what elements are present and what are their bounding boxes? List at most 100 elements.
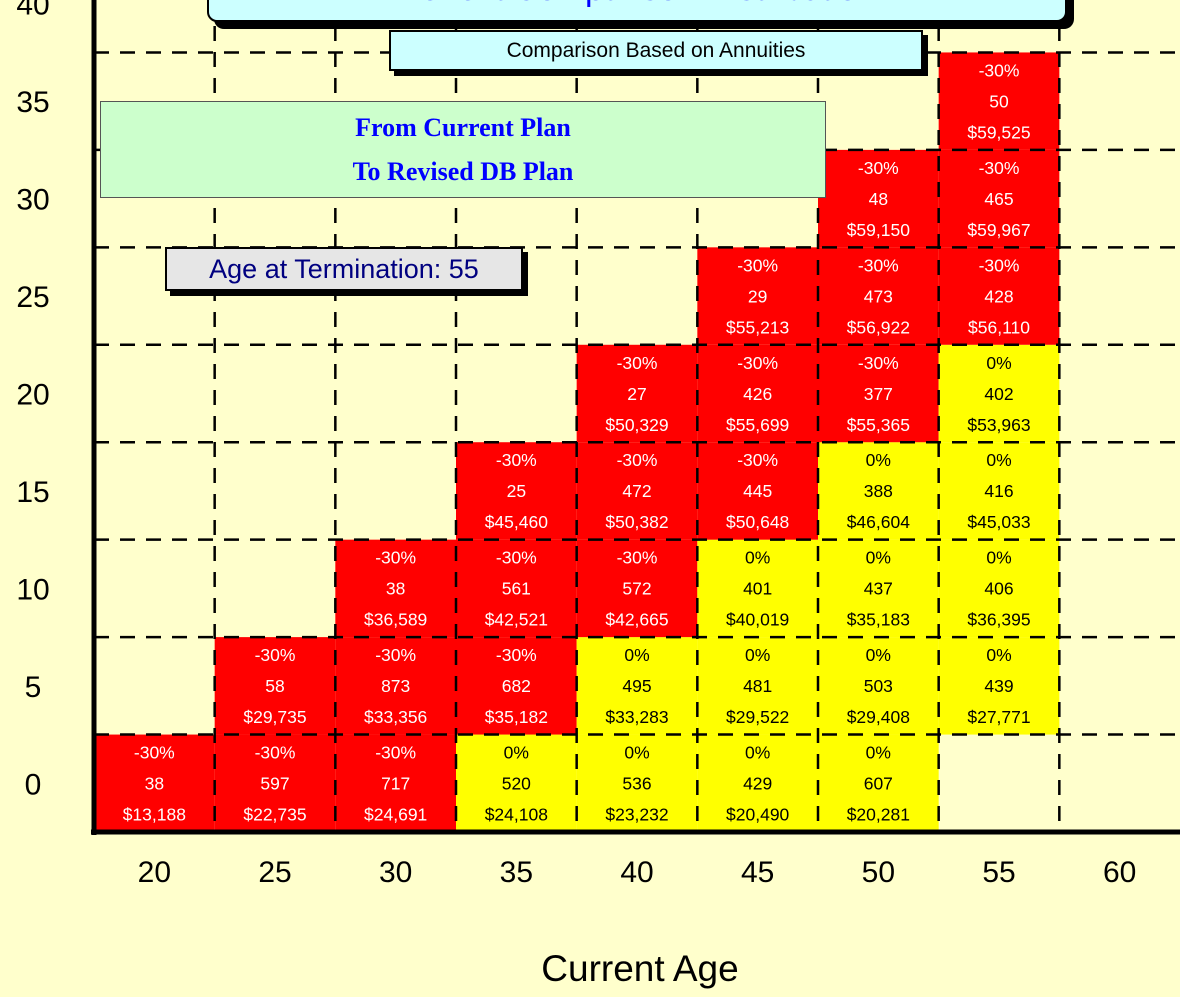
cell-count-label: 428 [984,286,1013,306]
cell-pct-label: 0% [986,645,1011,665]
cell-pct-label: -30% [375,548,416,568]
cell-25-5 [214,637,336,735]
cell-45-10 [697,539,818,638]
cell-count-label: 401 [743,579,772,599]
cell-count-label: 561 [502,579,531,599]
cell-amount-label: $59,525 [967,122,1030,142]
cell-amount-label: $29,522 [726,707,789,727]
cell-pct-label: 0% [986,450,1011,470]
cell-pct-label: -30% [979,255,1020,275]
x-tick-label: 45 [741,856,774,889]
cell-count-label: 38 [386,579,405,599]
cell-count-label: 607 [864,774,893,794]
cell-amount-label: $45,460 [485,512,549,532]
cell-amount-label: $56,110 [968,317,1030,337]
x-tick-label: 60 [1103,856,1136,889]
cell-pct-label: -30% [858,158,899,178]
cell-count-label: 503 [864,676,893,696]
cell-count-label: 406 [984,579,1013,599]
cell-amount-label: $55,213 [726,317,789,337]
cell-count-label: 426 [743,384,772,404]
cell-30-10 [335,539,456,638]
cell-amount-label: $35,183 [847,610,910,630]
cell-count-label: 597 [260,774,289,794]
cell-35-0 [456,734,577,832]
cell-amount-label: $24,108 [485,805,548,825]
cell-pct-label: 0% [745,548,770,568]
cell-count-label: 48 [869,189,888,209]
cell-amount-label: $46,604 [847,512,911,532]
cell-amount-label: $29,735 [243,707,306,727]
cell-55-15 [938,442,1060,540]
cell-amount-label: $42,521 [485,610,548,630]
cell-35-15 [456,442,577,540]
cell-40-5 [576,637,698,735]
cell-amount-label: $13,188 [123,805,186,825]
plan-label-box: From Current Plan To Revised DB Plan [100,101,826,198]
cell-pct-label: 0% [986,353,1011,373]
cell-count-label: 682 [502,676,531,696]
cell-count-label: 481 [743,676,772,696]
cell-55-25 [938,247,1060,345]
y-tick-label: 20 [16,379,49,412]
cell-pct-label: 0% [504,743,529,763]
cell-count-label: 473 [864,286,893,306]
cell-30-5 [335,637,456,735]
chart-title: Benefit Comparison Distribution [207,0,1067,22]
cell-count-label: 58 [265,676,284,696]
x-axis-title: Current Age [541,948,739,989]
cell-count-label: 465 [984,189,1013,209]
cell-count-label: 472 [622,481,651,501]
cell-50-0 [818,734,939,832]
cell-count-label: 439 [984,676,1013,696]
cell-pct-label: -30% [979,60,1020,80]
cell-amount-label: $23,232 [605,805,668,825]
cell-55-35 [938,52,1060,150]
cell-pct-label: 0% [866,743,891,763]
cell-count-label: 536 [622,774,651,794]
y-tick-label: 10 [16,573,49,606]
cell-count-label: 873 [381,676,410,696]
cell-amount-label: $50,382 [605,512,668,532]
x-tick-label: 55 [982,856,1015,889]
plan-label-line1: From Current Plan [355,112,571,142]
x-tick-label: 50 [862,856,895,889]
cell-amount-label: $53,963 [967,415,1030,435]
cell-pct-label: 0% [866,548,891,568]
cell-25-0 [214,734,336,832]
cell-pct-label: 0% [624,743,649,763]
x-tick-label: 25 [258,856,291,889]
tick-labels-layer: 20 25 30 35 40 45 50 55 60 0 5 10 15 20 25 30 35 40 [16,0,1136,889]
cell-pct-label: -30% [617,450,658,470]
x-tick-label: 30 [379,856,412,889]
cell-pct-label: 0% [745,645,770,665]
cell-amount-label: $36,395 [967,610,1030,630]
cell-pct-label: -30% [858,353,899,373]
cell-pct-label: -30% [375,645,416,665]
cell-35-10 [456,539,577,638]
cell-pct-label: 0% [866,645,891,665]
cell-pct-label: -30% [134,743,175,763]
cell-amount-label: $42,665 [605,610,668,630]
y-tick-label: 5 [25,671,42,704]
cell-pct-label: -30% [496,450,537,470]
cell-count-label: 717 [381,774,410,794]
cell-pct-label: -30% [255,645,296,665]
cell-pct-label: -30% [255,743,296,763]
y-tick-label: 35 [16,86,49,119]
cell-45-25 [697,247,818,345]
y-tick-label: 0 [25,768,42,801]
termination-age-box: Age at Termination: 55 [165,247,523,291]
x-tick-label: 40 [620,856,653,889]
cell-amount-label: $35,182 [485,707,548,727]
cell-count-label: 572 [622,579,651,599]
cell-55-5 [938,637,1060,735]
cell-amount-label: $56,922 [847,317,910,337]
cell-45-0 [697,734,818,832]
cell-count-label: 437 [864,579,893,599]
cell-count-label: 416 [984,481,1013,501]
cell-pct-label: -30% [375,743,416,763]
x-tick-label: 20 [138,856,171,889]
cell-pct-label: 0% [986,548,1011,568]
